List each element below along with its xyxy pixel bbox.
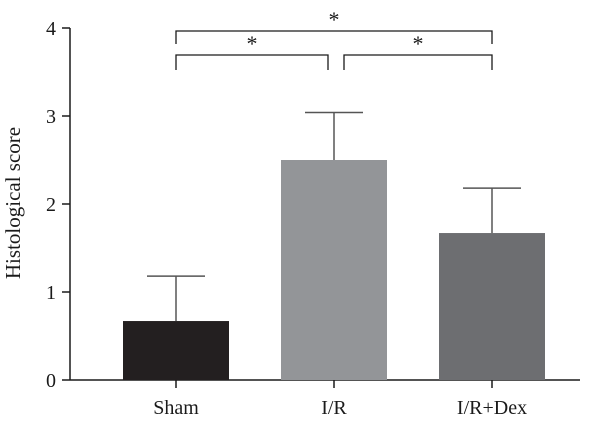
significance-star: *	[413, 31, 424, 56]
significance-bracket	[343, 54, 493, 70]
y-tick-label: 1	[46, 282, 56, 304]
significance-star: *	[329, 7, 340, 32]
significance-bracket	[175, 54, 329, 70]
bar	[281, 160, 387, 380]
significance-star: *	[247, 31, 258, 56]
bar	[123, 321, 229, 380]
significance-brackets: * * *	[175, 7, 493, 70]
error-bars	[147, 111, 521, 322]
y-tick-label: 4	[46, 18, 56, 40]
x-axis: Sham I/R I/R+Dex	[153, 380, 527, 419]
x-tick-label: Sham	[153, 397, 199, 419]
y-axis-label: Histological score	[1, 127, 25, 279]
y-tick-label: 3	[46, 106, 56, 128]
x-tick-label: I/R+Dex	[457, 397, 527, 419]
bar	[439, 233, 545, 380]
x-tick-label: I/R	[321, 397, 347, 419]
significance-bracket	[175, 30, 493, 44]
y-tick-label: 0	[46, 370, 56, 392]
y-tick-label: 2	[46, 194, 56, 216]
bars	[123, 160, 545, 380]
